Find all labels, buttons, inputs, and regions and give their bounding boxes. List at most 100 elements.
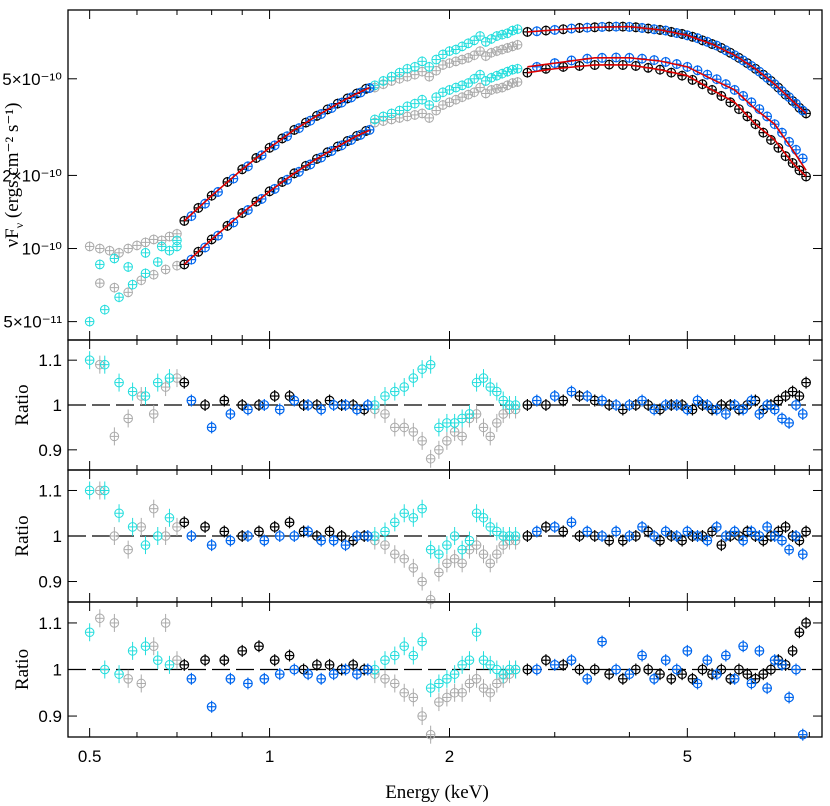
data-point [114,248,124,258]
data-point [507,64,518,75]
data-point [442,540,452,550]
y-tick-label: 5×10⁻¹⁰ [2,70,62,89]
data-point [746,395,757,406]
data-point [152,377,163,388]
data-point [780,391,791,401]
data-point [186,395,197,406]
data-point [784,692,794,703]
data-point [791,664,801,675]
y-tick-label: 2×10⁻¹⁰ [2,166,62,185]
data-point [492,31,502,41]
data-point [492,526,502,537]
data-point [303,669,313,680]
data-point [643,664,654,675]
data-point [336,97,347,108]
data-point [702,655,713,666]
data-point [95,243,105,254]
data-point [243,205,253,215]
data-point [114,377,124,388]
data-point [510,400,521,410]
data-point [127,522,138,532]
data-point [417,436,427,446]
data-point [408,373,419,383]
data-point [497,44,507,55]
data-point [243,404,253,415]
y-axis-title-units: (ergs cm⁻² s⁻¹) [2,103,23,223]
data-point [492,418,502,428]
data-point [597,395,607,406]
data-point [84,241,95,252]
data-point [769,79,780,90]
data-point [497,29,507,40]
data-point [282,174,293,185]
data-point [582,526,593,537]
data-point [408,427,419,437]
data-point [449,531,460,541]
data-point [762,521,773,532]
data-point [206,422,217,433]
data-point [463,89,474,100]
data-point [152,257,163,267]
y-tick-label: 5×10⁻¹¹ [3,313,62,332]
data-point [649,531,660,541]
data-point [228,173,239,184]
data-point [289,531,300,541]
data-point [219,395,230,406]
data-point [114,508,124,519]
data-point [399,553,410,564]
data-point [408,650,419,661]
data-point [486,34,497,44]
data-point [346,92,357,103]
data-point [510,531,521,541]
data-point [140,248,151,258]
data-point [259,400,270,410]
data-point [179,517,190,528]
data-point [574,531,585,541]
data-point [797,409,808,419]
data-point [682,645,693,656]
data-point [140,540,151,550]
data-point [611,526,621,537]
data-point [362,531,373,541]
data-point [742,669,753,680]
data-point [531,395,542,406]
data-point [687,31,698,42]
data-point [380,391,390,401]
data-point [549,659,560,670]
data-point [324,659,335,670]
data-point [566,517,577,528]
data-point [259,535,270,546]
data-point [140,641,151,652]
data-point [777,127,787,138]
model-line [183,129,370,266]
data-point [738,55,749,66]
data-point [769,404,780,415]
data-point [389,422,400,433]
data-point [269,521,280,532]
data-point [316,535,327,546]
data-point [303,400,313,410]
data-point [438,100,448,110]
data-point [746,61,757,71]
data-point [326,146,337,156]
data-point [762,72,773,83]
data-point [787,158,798,168]
data-point [408,563,419,573]
data-point [243,678,253,689]
data-point [729,50,740,61]
data-point [687,74,698,85]
data-point [179,215,190,226]
data-point [222,177,233,187]
data-point [729,400,740,410]
data-point [716,540,727,551]
data-point [425,729,436,740]
data-point [716,91,727,101]
data-point [692,678,703,689]
data-point [449,418,460,428]
data-point [284,517,295,528]
data-point [402,111,413,122]
data-point [140,237,151,248]
data-point [451,56,461,67]
data-point [637,521,647,532]
data-point [389,678,400,689]
